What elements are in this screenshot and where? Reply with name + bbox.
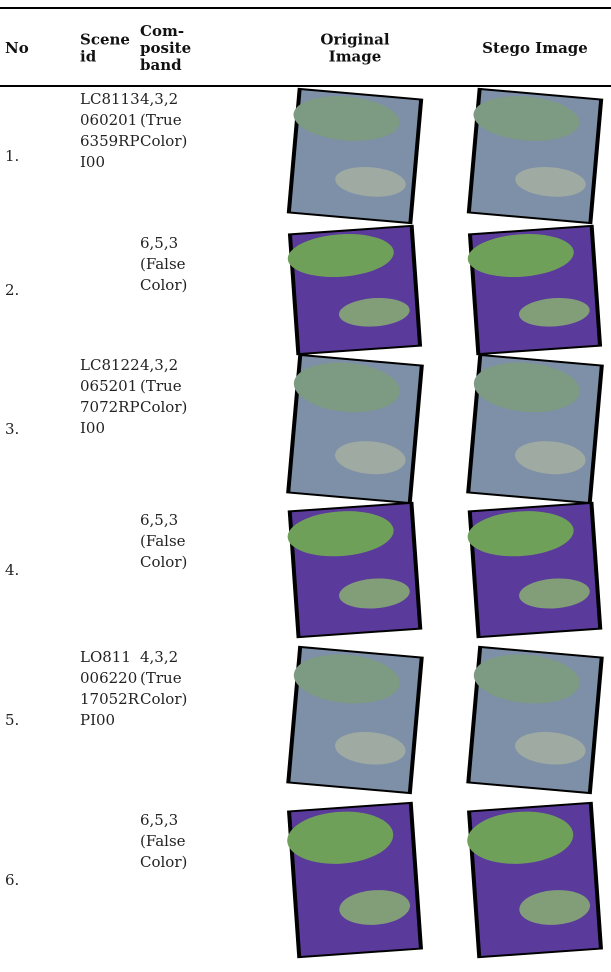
stego-image xyxy=(465,802,603,959)
header-cell: id xyxy=(80,48,97,66)
composite-band: 4,3,2 xyxy=(140,648,178,666)
original-image xyxy=(284,354,424,505)
stego-image xyxy=(466,502,603,639)
original-image xyxy=(286,502,423,639)
scene-id: 7072RP xyxy=(80,398,140,416)
header-cell: Stego Image xyxy=(482,39,588,57)
composite-band: (True xyxy=(140,377,182,395)
composite-band: 6,5,3 xyxy=(140,811,178,829)
header-cell: Image xyxy=(329,48,382,66)
composite-band: 4,3,2 xyxy=(140,356,178,374)
composite-band: 6,5,3 xyxy=(140,234,178,252)
original-image xyxy=(285,88,423,225)
scene-id: LO811 xyxy=(80,648,131,666)
header-cell: Original xyxy=(320,31,389,49)
composite-band: (True xyxy=(140,111,182,129)
composite-band: Color) xyxy=(140,276,187,294)
stego-image xyxy=(465,88,603,225)
header-cell: No xyxy=(5,39,29,57)
composite-band: (False xyxy=(140,255,186,273)
row-number: 2. xyxy=(5,281,19,299)
stego-image xyxy=(464,354,604,505)
scene-id: 065201 xyxy=(80,377,137,395)
original-image xyxy=(284,646,423,795)
stego-image xyxy=(464,646,603,795)
page: No Sceneid Com-positeband OriginalImage Steg… xyxy=(0,0,611,972)
row-number: 1. xyxy=(5,147,19,165)
scene-id: 17052R xyxy=(80,690,140,708)
composite-band: 6,5,3 xyxy=(140,511,178,529)
composite-band: 4,3,2 xyxy=(140,90,178,108)
table: No Sceneid Com-positeband OriginalImage Steg… xyxy=(0,0,611,972)
composite-band: Color) xyxy=(140,132,187,150)
stego-image xyxy=(466,225,602,356)
composite-band: Color) xyxy=(140,853,187,871)
scene-id: 6359RP xyxy=(80,132,140,150)
row-number: 3. xyxy=(5,420,19,438)
header-cell: posite xyxy=(140,39,191,57)
original-image xyxy=(286,225,422,356)
original-image xyxy=(285,802,423,959)
scene-id: 006220 xyxy=(80,669,137,687)
scene-id: I00 xyxy=(80,419,105,437)
composite-band: Color) xyxy=(140,398,187,416)
header-cell: band xyxy=(140,56,182,74)
header-cell: Scene xyxy=(80,31,130,49)
scene-id: LC8113 xyxy=(80,90,140,108)
composite-band: (True xyxy=(140,669,182,687)
scene-id: I00 xyxy=(80,153,105,171)
composite-band: (False xyxy=(140,532,186,550)
composite-band: (False xyxy=(140,832,186,850)
row-number: 4. xyxy=(5,561,19,579)
composite-band: Color) xyxy=(140,690,187,708)
scene-id: PI00 xyxy=(80,711,115,729)
row-number: 6. xyxy=(5,871,19,889)
scene-id: 060201 xyxy=(80,111,137,129)
header-cell: Com- xyxy=(140,22,184,40)
composite-band: Color) xyxy=(140,553,187,571)
scene-id: LC8122 xyxy=(80,356,140,374)
row-number: 5. xyxy=(5,711,19,729)
